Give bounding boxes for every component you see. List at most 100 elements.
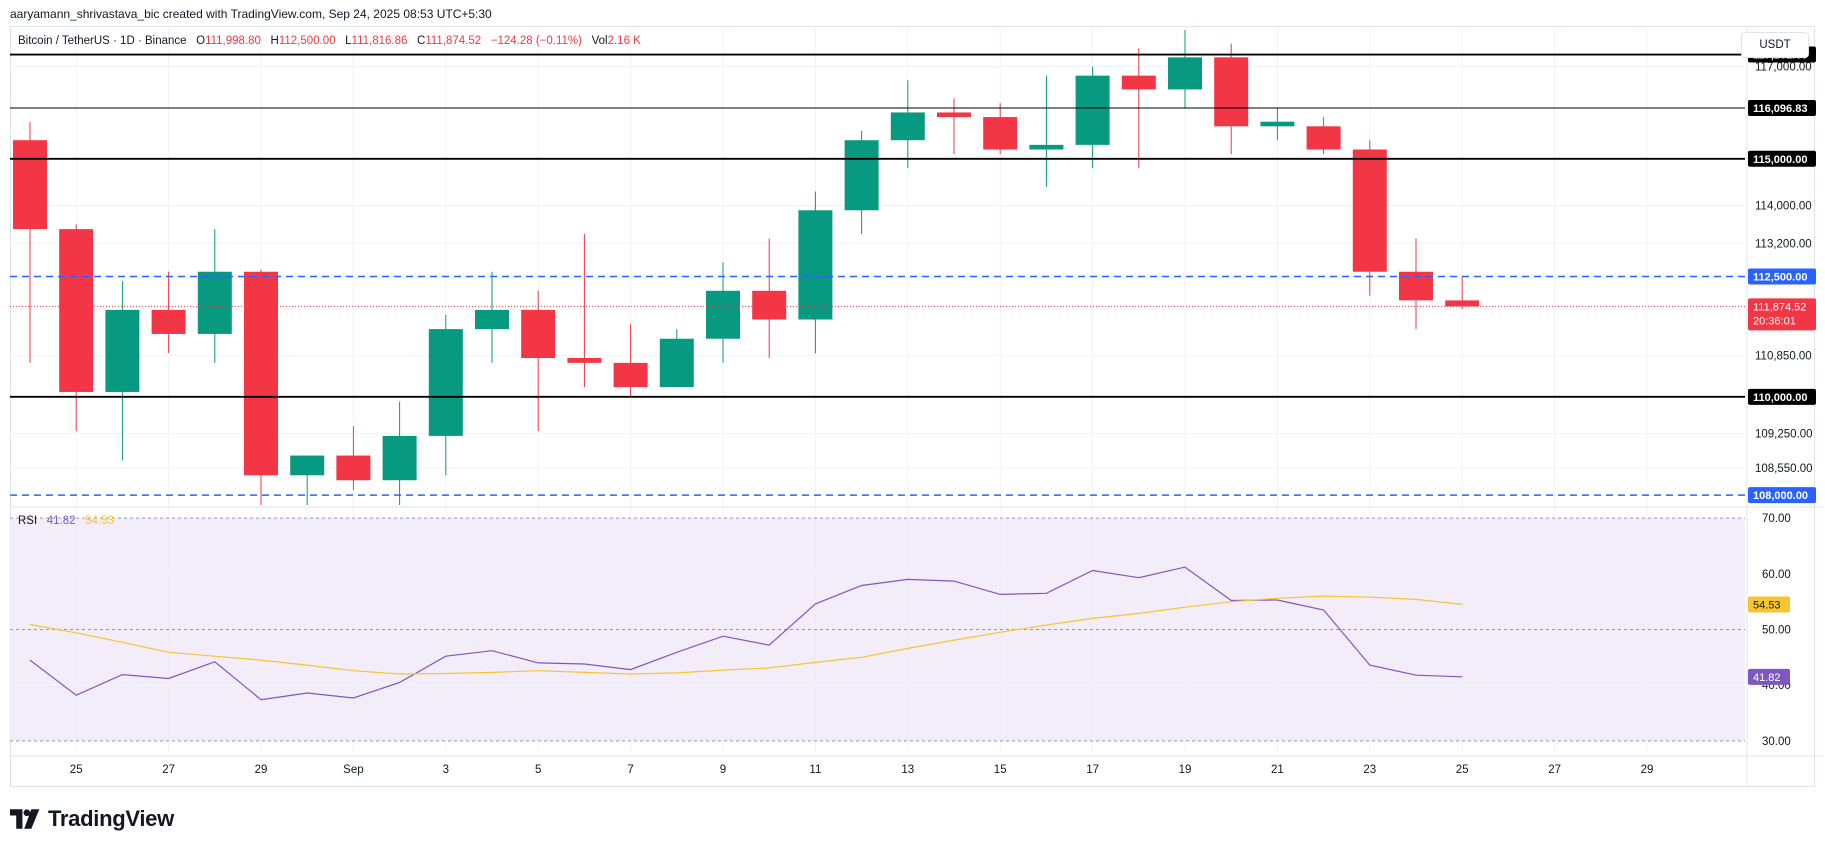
rsi-legend: RSI 41.82 54.53 <box>18 515 114 527</box>
open-value: 111,998.80 <box>205 35 261 47</box>
price-tick-label: 109,250.00 <box>1755 428 1813 440</box>
rsi-line <box>29 566 1463 701</box>
candle-body[interactable] <box>13 140 47 230</box>
price-level-tag[interactable] <box>1748 388 1816 405</box>
date-tick-label: 5 <box>535 764 541 776</box>
date-tick-label: 15 <box>994 764 1007 776</box>
date-tick-label: 19 <box>1179 764 1192 776</box>
symbol-label[interactable]: Bitcoin / TetherUS · 1D · Binance <box>18 35 187 47</box>
candle-body[interactable] <box>1260 121 1295 127</box>
rsi-ma-value: 54.53 <box>85 515 114 527</box>
price-tick-label: 114,000.00 <box>1755 201 1812 213</box>
price-level-label: 116,096.83 <box>1753 103 1807 115</box>
close-label: C <box>417 35 426 47</box>
open-label: O <box>196 35 206 47</box>
rsi-value: 41.82 <box>46 515 76 527</box>
chart-caption: aaryamann_shrivastava_bic created with T… <box>10 7 492 21</box>
candle-body[interactable] <box>890 112 925 141</box>
date-tick-label: 3 <box>443 764 449 776</box>
date-tick-label: 25 <box>70 764 83 776</box>
candle-body[interactable] <box>1306 126 1341 150</box>
date-tick-label: 27 <box>1548 764 1561 776</box>
candle-body[interactable] <box>1352 149 1387 272</box>
candle-body[interactable] <box>382 435 417 481</box>
candle-body[interactable] <box>336 455 371 481</box>
date-tick-label: 17 <box>1086 764 1099 776</box>
rsi-ma-tag-label: 54.53 <box>1753 599 1781 611</box>
ohlc-legend: Bitcoin / TetherUS · 1D · Binance O111,9… <box>18 35 641 47</box>
candle-body[interactable] <box>1029 144 1064 150</box>
chart-frame <box>10 26 1815 787</box>
rsi-label[interactable]: RSI <box>18 515 38 527</box>
rsi-ma-tag <box>1748 596 1790 613</box>
countdown-label: 20:36:01 <box>1753 315 1796 327</box>
rsi-tag-label: 41.82 <box>1753 672 1781 684</box>
candle-body[interactable] <box>567 358 602 363</box>
price-level-label: 108,000.00 <box>1753 490 1808 502</box>
candle-body[interactable] <box>428 329 463 436</box>
candle-body[interactable] <box>105 309 140 392</box>
candle-body[interactable] <box>151 309 186 334</box>
date-tick-label: 13 <box>901 764 914 776</box>
candle-body[interactable] <box>983 117 1018 150</box>
candle-body[interactable] <box>706 290 740 339</box>
date-tick-label: 23 <box>1363 764 1376 776</box>
tradingview-logo[interactable]: TradingView <box>10 806 174 832</box>
rsi-tick-label: 60.00 <box>1762 569 1791 581</box>
close-value: 111,874.52 <box>425 35 482 47</box>
price-level-tag[interactable] <box>1748 268 1816 285</box>
candle-body[interactable] <box>244 271 278 476</box>
low-value: 111,816.86 <box>351 35 408 47</box>
candle-body[interactable] <box>937 112 971 118</box>
candle-body[interactable] <box>844 140 879 211</box>
candle-body[interactable] <box>475 309 509 330</box>
date-tick-label: 9 <box>720 764 726 776</box>
price-level-label: 115,000.00 <box>1753 154 1807 166</box>
low-label: L <box>345 35 352 47</box>
candle-body[interactable] <box>1445 300 1480 307</box>
rsi-tick-label: 50.00 <box>1762 625 1791 637</box>
rsi-tag <box>1748 668 1790 685</box>
date-tick-label: Sep <box>343 764 363 776</box>
price-level-tag[interactable] <box>1748 99 1816 116</box>
candle-body[interactable] <box>1214 57 1249 127</box>
candle-body[interactable] <box>197 271 232 334</box>
date-tick-label: 11 <box>809 764 821 776</box>
candle-body[interactable] <box>798 210 833 320</box>
candle-body[interactable] <box>59 229 94 392</box>
price-tick-label: 113,200.00 <box>1755 238 1812 250</box>
price-tick-label: 117,000.00 <box>1755 61 1812 73</box>
date-tick-label: 29 <box>1641 764 1654 776</box>
price-level-tag[interactable] <box>1748 487 1816 504</box>
change-value: −124.28 (−0.11%) <box>490 35 582 47</box>
candle-body[interactable] <box>659 338 694 388</box>
rsi-tick-label: 30.00 <box>1762 736 1791 748</box>
currency-button[interactable]: USDT <box>1741 32 1809 58</box>
candle-body[interactable] <box>1075 75 1110 145</box>
candle-body[interactable] <box>1121 75 1156 90</box>
candle-body[interactable] <box>752 290 787 320</box>
price-level-label: 112,500.00 <box>1753 271 1807 283</box>
rsi-ma-line <box>29 595 1463 675</box>
date-tick-label: 27 <box>162 764 175 776</box>
high-value: 112,500.00 <box>278 35 336 47</box>
volume-value: 2.16 K <box>607 35 641 47</box>
volume-label: Vol <box>591 35 608 47</box>
price-tick-label: 108,550.00 <box>1755 463 1813 475</box>
price-level-label: 110,000.00 <box>1753 392 1807 404</box>
date-tick-label: 29 <box>255 764 268 776</box>
last-price-tag[interactable] <box>1748 298 1816 331</box>
candle-body[interactable] <box>521 309 556 359</box>
price-tick-label: 110,850.00 <box>1755 351 1812 363</box>
high-label: H <box>270 35 279 47</box>
date-tick-label: 7 <box>627 764 633 776</box>
candle-body[interactable] <box>1168 57 1202 90</box>
date-tick-label: 21 <box>1271 764 1284 776</box>
candle-body[interactable] <box>613 362 648 388</box>
rsi-tick-label: 70.00 <box>1762 513 1791 525</box>
last-price-label: 111,874.52 <box>1753 301 1806 313</box>
price-level-tag[interactable] <box>1748 150 1816 167</box>
candle-body[interactable] <box>290 455 325 476</box>
tradingview-logo-icon <box>10 809 40 829</box>
